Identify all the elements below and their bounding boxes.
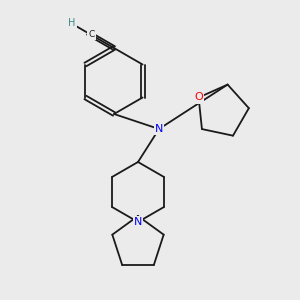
Text: H: H bbox=[68, 18, 76, 28]
Text: O: O bbox=[194, 92, 203, 103]
Text: N: N bbox=[134, 217, 142, 227]
Text: N: N bbox=[155, 124, 163, 134]
Text: C: C bbox=[88, 30, 95, 39]
